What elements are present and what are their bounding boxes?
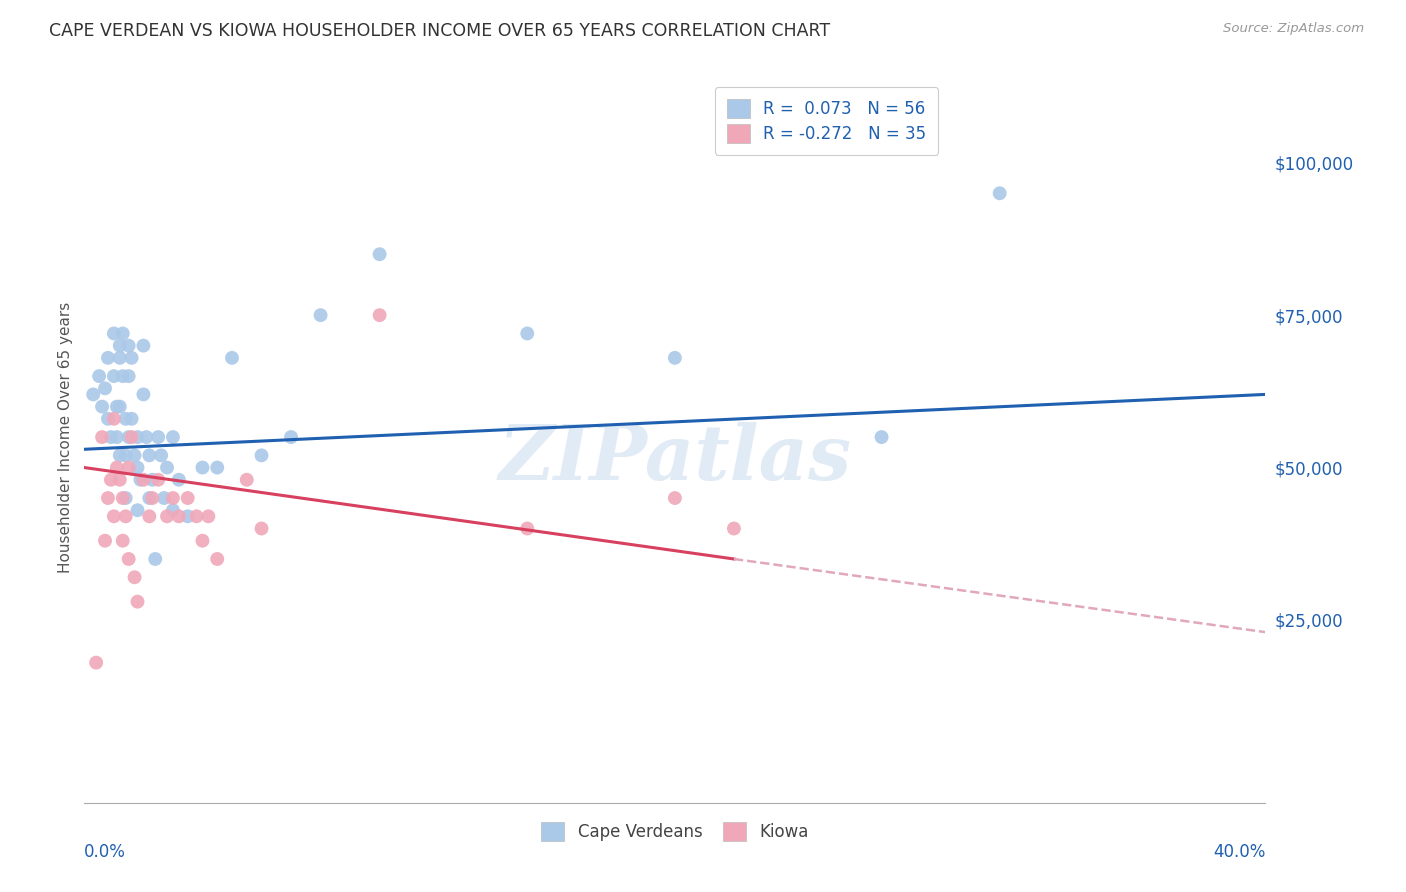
Point [108, 400, 131, 414]
Point [118, 430, 141, 444]
Point [167, 509, 190, 524]
Point [94, 381, 117, 395]
Text: 0.0%: 0.0% [84, 843, 127, 861]
Point [207, 460, 229, 475]
Point [162, 503, 184, 517]
Point [105, 430, 128, 444]
Point [127, 430, 149, 444]
Point [118, 460, 141, 475]
Legend: Cape Verdeans, Kiowa: Cape Verdeans, Kiowa [533, 814, 817, 849]
Point [988, 186, 1011, 201]
Point [664, 491, 686, 505]
Point [177, 491, 200, 505]
Point [191, 460, 214, 475]
Point [103, 326, 125, 341]
Point [103, 509, 125, 524]
Point [162, 430, 184, 444]
Point [150, 448, 173, 462]
Point [141, 491, 163, 505]
Point [143, 552, 166, 566]
Point [236, 473, 259, 487]
Point [118, 369, 141, 384]
Point [121, 351, 143, 365]
Point [121, 412, 143, 426]
Point [111, 533, 134, 548]
Point [108, 351, 131, 365]
Point [141, 473, 163, 487]
Point [127, 594, 149, 608]
Point [138, 491, 160, 505]
Point [516, 326, 538, 341]
Point [132, 473, 155, 487]
Point [114, 412, 136, 426]
Point [148, 430, 170, 444]
Point [135, 430, 157, 444]
Point [105, 400, 128, 414]
Text: 40.0%: 40.0% [1213, 843, 1265, 861]
Point [108, 448, 131, 462]
Point [97, 491, 120, 505]
Point [153, 491, 176, 505]
Point [221, 351, 243, 365]
Text: ZIPatlas: ZIPatlas [498, 422, 852, 496]
Point [664, 351, 686, 365]
Point [162, 491, 184, 505]
Point [91, 400, 114, 414]
Point [368, 247, 391, 261]
Point [118, 552, 141, 566]
Point [84, 656, 107, 670]
Point [186, 509, 208, 524]
Point [100, 430, 122, 444]
Point [280, 430, 302, 444]
Point [100, 473, 122, 487]
Point [111, 326, 134, 341]
Point [167, 473, 190, 487]
Point [111, 491, 134, 505]
Point [124, 570, 146, 584]
Point [368, 308, 391, 322]
Point [156, 460, 179, 475]
Point [103, 412, 125, 426]
Point [111, 369, 134, 384]
Point [105, 460, 128, 475]
Point [91, 430, 114, 444]
Point [177, 509, 200, 524]
Point [97, 412, 120, 426]
Text: Source: ZipAtlas.com: Source: ZipAtlas.com [1223, 22, 1364, 36]
Point [132, 338, 155, 352]
Point [108, 338, 131, 352]
Point [118, 338, 141, 352]
Point [114, 448, 136, 462]
Point [82, 387, 104, 401]
Point [103, 369, 125, 384]
Point [250, 521, 273, 535]
Point [124, 448, 146, 462]
Point [114, 509, 136, 524]
Point [197, 509, 219, 524]
Point [156, 509, 179, 524]
Point [94, 533, 117, 548]
Point [309, 308, 332, 322]
Point [207, 552, 229, 566]
Point [138, 509, 160, 524]
Point [121, 430, 143, 444]
Point [191, 533, 214, 548]
Point [148, 473, 170, 487]
Point [250, 448, 273, 462]
Point [127, 503, 149, 517]
Y-axis label: Householder Income Over 65 years: Householder Income Over 65 years [58, 301, 73, 573]
Point [127, 460, 149, 475]
Point [516, 521, 538, 535]
Point [114, 491, 136, 505]
Point [138, 448, 160, 462]
Point [108, 473, 131, 487]
Point [97, 351, 120, 365]
Point [132, 387, 155, 401]
Point [870, 430, 893, 444]
Text: CAPE VERDEAN VS KIOWA HOUSEHOLDER INCOME OVER 65 YEARS CORRELATION CHART: CAPE VERDEAN VS KIOWA HOUSEHOLDER INCOME… [49, 22, 831, 40]
Point [129, 473, 152, 487]
Point [723, 521, 745, 535]
Point [87, 369, 111, 384]
